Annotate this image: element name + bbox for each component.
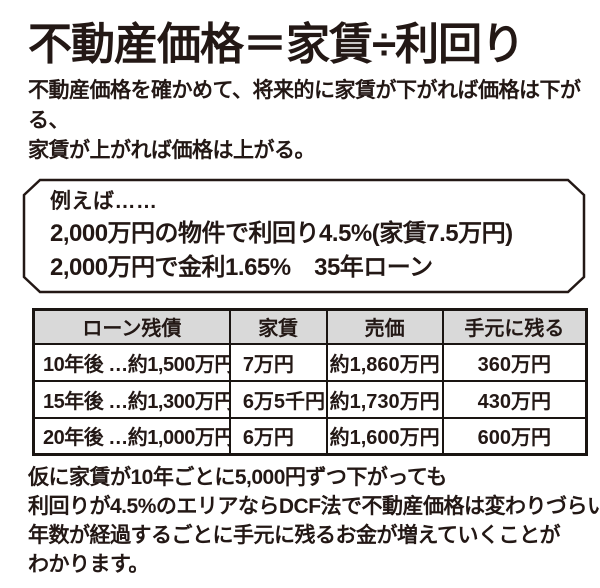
table-header-row: ローン残債 家賃 売価 手元に残る (32, 308, 588, 345)
table-header-sale-price: 売価 (325, 308, 444, 345)
footer-line-2: 利回りが4.5%のエリアならDCF法で不動産価格は変わりづらい。 (28, 495, 600, 518)
subtitle-line-2: 家賃が上がれば価格は上がる。 (28, 139, 316, 162)
table-header-rent: 家賃 (228, 308, 328, 345)
table-row: 15年後 …約1,300万円 6万5千円 約1,730万円 430万円 (32, 379, 588, 419)
subtitle-line-1: 不動産価格を確かめて、将来的に家賃が下がれば価格は下がる、 (28, 79, 581, 132)
page-title: 不動産価格＝家賃÷利回り (28, 20, 525, 69)
table-cell-loan-balance: 20年後 …約1,000万円 (32, 416, 231, 456)
footer-line-3: 年数が経過するごとに手元に残るお金が増えていくことが (28, 524, 560, 547)
loan-table: ローン残債 家賃 売価 手元に残る 10年後 …約1,500万円 7万円 約1,… (32, 308, 588, 456)
table-cell-sale-price: 約1,600万円 (325, 416, 444, 456)
subtitle: 不動産価格を確かめて、将来的に家賃が下がれば価格は下がる、 家賃が上がれば価格は… (28, 76, 588, 166)
table-header-loan-balance: ローン残債 (32, 308, 231, 345)
table-cell-sale-price: 約1,860万円 (325, 342, 444, 382)
footer-line-1: 仮に家賃が10年ごとに5,000円ずつ下がっても (28, 466, 447, 489)
table-cell-left-in-hand: 430万円 (441, 379, 588, 419)
bracket-border-shape (22, 178, 586, 294)
table-cell-rent: 7万円 (228, 342, 328, 382)
footer-line-4: わかります。 (28, 553, 149, 576)
table-header-left-in-hand: 手元に残る (441, 308, 588, 345)
table-row: 10年後 …約1,500万円 7万円 約1,860万円 360万円 (32, 342, 588, 382)
table-cell-rent: 6万円 (228, 416, 328, 456)
table-cell-sale-price: 約1,730万円 (325, 379, 444, 419)
table-cell-left-in-hand: 360万円 (441, 342, 588, 382)
example-box: 例えば…… 2,000万円の物件で利回り4.5%(家賃7.5万円) 2,000万… (22, 178, 586, 294)
footer-paragraph: 仮に家賃が10年ごとに5,000円ずつ下がっても 利回りが4.5%のエリアならD… (28, 463, 600, 579)
table-cell-left-in-hand: 600万円 (441, 416, 588, 456)
table-cell-rent: 6万5千円 (228, 379, 328, 419)
table-cell-loan-balance: 10年後 …約1,500万円 (32, 342, 231, 382)
example-label: 例えば…… (50, 190, 158, 213)
table-cell-loan-balance: 15年後 …約1,300万円 (32, 379, 231, 419)
example-line-1: 2,000万円の物件で利回り4.5%(家賃7.5万円) (50, 220, 513, 247)
example-line-2: 2,000万円で金利1.65% 35年ローン (50, 254, 433, 281)
table-row: 20年後 …約1,000万円 6万円 約1,600万円 600万円 (32, 416, 588, 456)
example-content: 例えば…… 2,000万円の物件で利回り4.5%(家賃7.5万円) 2,000万… (50, 187, 568, 285)
